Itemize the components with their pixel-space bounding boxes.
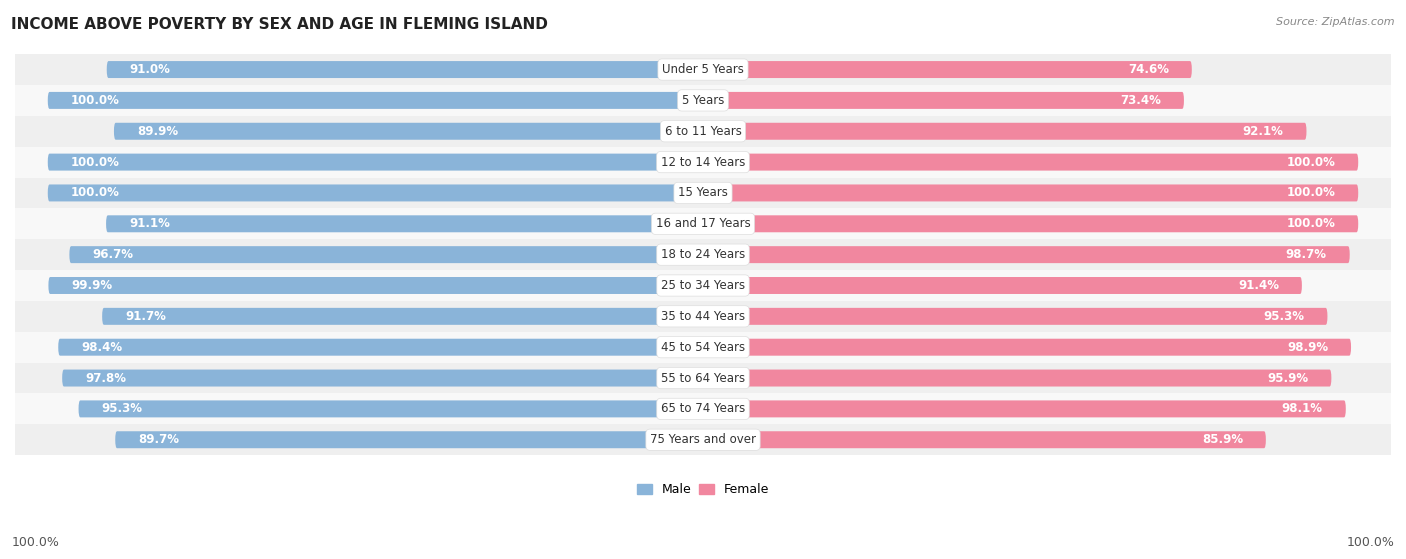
FancyBboxPatch shape — [703, 215, 1358, 233]
FancyBboxPatch shape — [703, 400, 1346, 418]
Text: INCOME ABOVE POVERTY BY SEX AND AGE IN FLEMING ISLAND: INCOME ABOVE POVERTY BY SEX AND AGE IN F… — [11, 17, 548, 32]
Text: 98.4%: 98.4% — [82, 340, 122, 354]
Text: 100.0%: 100.0% — [1347, 536, 1395, 549]
Text: 100.0%: 100.0% — [70, 187, 120, 200]
FancyBboxPatch shape — [703, 246, 1350, 263]
Bar — [15, 54, 1391, 85]
Text: 98.7%: 98.7% — [1285, 248, 1327, 261]
Text: 35 to 44 Years: 35 to 44 Years — [661, 310, 745, 323]
Text: 25 to 34 Years: 25 to 34 Years — [661, 279, 745, 292]
Text: 15 Years: 15 Years — [678, 187, 728, 200]
Text: 12 to 14 Years: 12 to 14 Years — [661, 155, 745, 169]
Text: 100.0%: 100.0% — [1286, 217, 1336, 230]
Bar — [15, 301, 1391, 332]
Bar — [15, 424, 1391, 455]
FancyBboxPatch shape — [103, 308, 703, 325]
Text: 91.4%: 91.4% — [1237, 279, 1279, 292]
Text: 89.9%: 89.9% — [136, 125, 179, 138]
Text: 85.9%: 85.9% — [1202, 433, 1243, 446]
FancyBboxPatch shape — [48, 184, 703, 201]
Text: 65 to 74 Years: 65 to 74 Years — [661, 402, 745, 415]
FancyBboxPatch shape — [79, 400, 703, 418]
Text: 5 Years: 5 Years — [682, 94, 724, 107]
FancyBboxPatch shape — [48, 92, 703, 109]
FancyBboxPatch shape — [62, 369, 703, 386]
FancyBboxPatch shape — [703, 339, 1351, 356]
Text: 98.9%: 98.9% — [1286, 340, 1329, 354]
Text: 75 Years and over: 75 Years and over — [650, 433, 756, 446]
Text: 6 to 11 Years: 6 to 11 Years — [665, 125, 741, 138]
Bar — [15, 178, 1391, 209]
Bar — [15, 116, 1391, 146]
FancyBboxPatch shape — [48, 277, 703, 294]
Text: 91.1%: 91.1% — [129, 217, 170, 230]
FancyBboxPatch shape — [58, 339, 703, 356]
Bar — [15, 363, 1391, 394]
Text: 45 to 54 Years: 45 to 54 Years — [661, 340, 745, 354]
Text: 16 and 17 Years: 16 and 17 Years — [655, 217, 751, 230]
Bar — [15, 146, 1391, 178]
Bar — [15, 270, 1391, 301]
FancyBboxPatch shape — [703, 277, 1302, 294]
FancyBboxPatch shape — [107, 61, 703, 78]
Bar — [15, 239, 1391, 270]
Text: 100.0%: 100.0% — [70, 94, 120, 107]
Text: 100.0%: 100.0% — [1286, 155, 1336, 169]
FancyBboxPatch shape — [69, 246, 703, 263]
FancyBboxPatch shape — [114, 123, 703, 140]
Legend: Male, Female: Male, Female — [631, 478, 775, 501]
Bar — [15, 209, 1391, 239]
FancyBboxPatch shape — [115, 431, 703, 448]
FancyBboxPatch shape — [703, 61, 1192, 78]
Text: Under 5 Years: Under 5 Years — [662, 63, 744, 76]
FancyBboxPatch shape — [703, 123, 1306, 140]
FancyBboxPatch shape — [703, 154, 1358, 170]
Text: 18 to 24 Years: 18 to 24 Years — [661, 248, 745, 261]
Text: 73.4%: 73.4% — [1121, 94, 1161, 107]
FancyBboxPatch shape — [703, 431, 1265, 448]
Text: 100.0%: 100.0% — [70, 155, 120, 169]
Text: 100.0%: 100.0% — [1286, 187, 1336, 200]
Text: Source: ZipAtlas.com: Source: ZipAtlas.com — [1277, 17, 1395, 27]
Text: 95.3%: 95.3% — [1264, 310, 1305, 323]
FancyBboxPatch shape — [703, 184, 1358, 201]
Bar — [15, 332, 1391, 363]
Text: 100.0%: 100.0% — [11, 536, 59, 549]
FancyBboxPatch shape — [105, 215, 703, 233]
Text: 95.3%: 95.3% — [101, 402, 142, 415]
Text: 92.1%: 92.1% — [1243, 125, 1284, 138]
Text: 95.9%: 95.9% — [1267, 372, 1309, 385]
Text: 97.8%: 97.8% — [86, 372, 127, 385]
Text: 91.0%: 91.0% — [129, 63, 170, 76]
Text: 74.6%: 74.6% — [1128, 63, 1168, 76]
FancyBboxPatch shape — [48, 154, 703, 170]
Bar — [15, 394, 1391, 424]
FancyBboxPatch shape — [703, 369, 1331, 386]
FancyBboxPatch shape — [703, 308, 1327, 325]
Text: 55 to 64 Years: 55 to 64 Years — [661, 372, 745, 385]
Text: 89.7%: 89.7% — [138, 433, 179, 446]
Text: 91.7%: 91.7% — [125, 310, 166, 323]
Text: 98.1%: 98.1% — [1282, 402, 1323, 415]
FancyBboxPatch shape — [703, 92, 1184, 109]
Text: 96.7%: 96.7% — [93, 248, 134, 261]
Bar — [15, 85, 1391, 116]
Text: 99.9%: 99.9% — [72, 279, 112, 292]
